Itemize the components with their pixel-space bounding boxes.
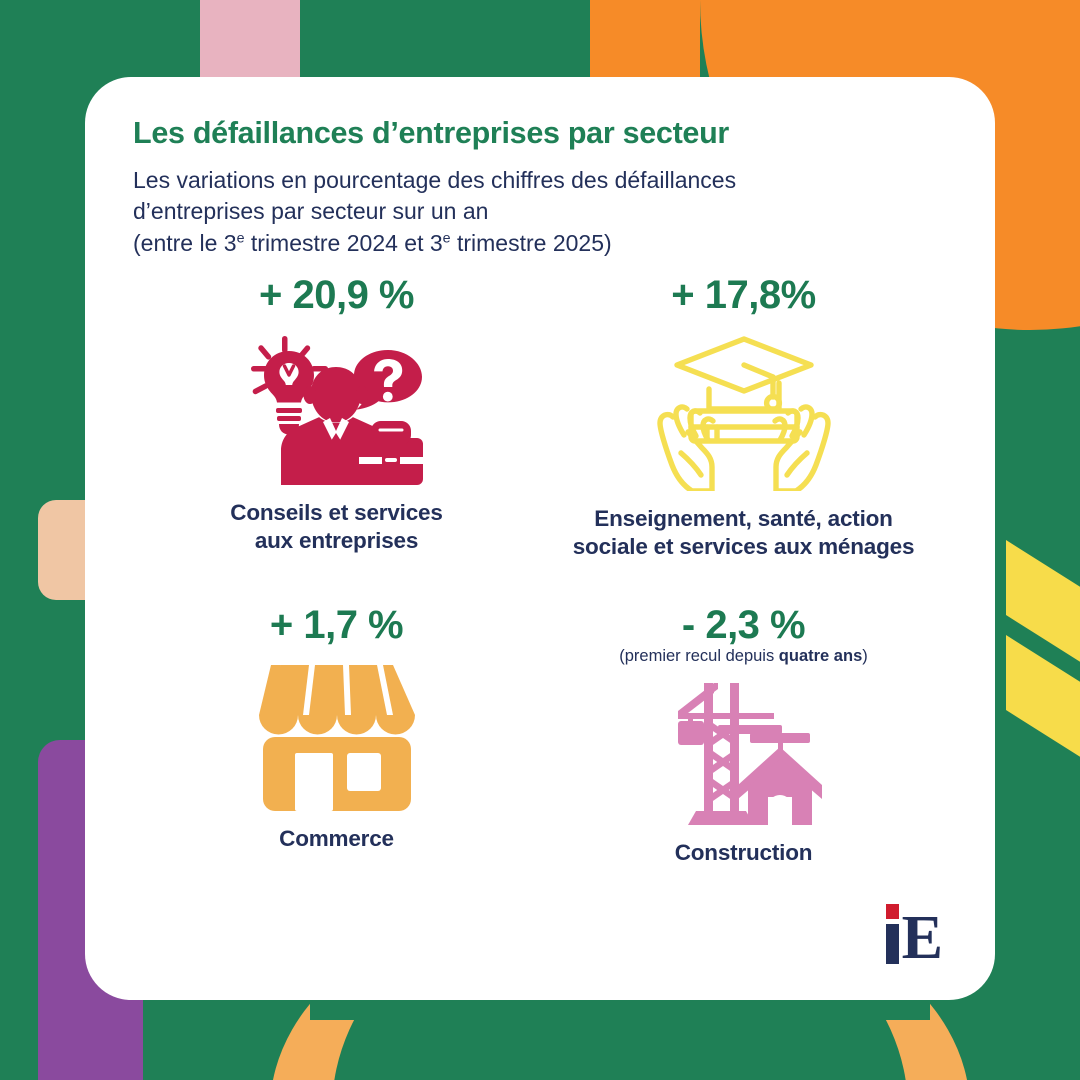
subtitle-superscript-1: e xyxy=(236,230,245,247)
stat-value-construction: - 2,3 % xyxy=(681,603,806,647)
stat-label-conseils: Conseils et services aux entreprises xyxy=(230,499,443,556)
logo-letter-i xyxy=(885,904,899,964)
page-title: Les défaillances d’entreprises par secte… xyxy=(133,116,729,150)
subtitle-line-3-c: trimestre 2025) xyxy=(450,230,612,257)
stat-value-conseils: + 20,9 % xyxy=(258,273,415,317)
main-card: Les défaillances d’entreprises par secte… xyxy=(85,77,995,1000)
stat-label-line-2: sociale et services aux ménages xyxy=(572,534,915,560)
stat-card-enseignement: + 17,8% xyxy=(540,275,947,605)
business-consultant-icon xyxy=(250,333,423,485)
graduation-cap-in-hands-icon xyxy=(651,333,837,491)
stat-note-prefix: (premier recul depuis xyxy=(619,647,779,665)
orange-stripe-shape xyxy=(590,0,700,80)
statistics-grid: + 20,9 % xyxy=(133,275,947,905)
stat-label-line-1: Enseignement, santé, action xyxy=(594,506,893,531)
stat-label-line-2: aux entreprises xyxy=(254,528,419,554)
stat-card-commerce: + 1,7 % xyxy=(133,605,540,905)
subtitle-line-3-a: (entre le 3 xyxy=(133,230,237,257)
stat-value-commerce: + 1,7 % xyxy=(269,603,404,647)
stat-label-enseignement: Enseignement, santé, action sociale et s… xyxy=(573,505,915,562)
logo-letter-e: E xyxy=(901,904,943,973)
stat-note-bold: quatre ans xyxy=(778,647,863,665)
brand-logo: E xyxy=(885,904,943,973)
subtitle-line-3-b: trimestre 2024 et 3 xyxy=(244,230,443,257)
stat-label-line-1: Conseils et services xyxy=(230,500,443,525)
subtitle-line-2: d’entreprises par secteur sur un an xyxy=(133,198,489,225)
logo-dot-icon xyxy=(885,904,899,919)
stat-value-enseignement: + 17,8% xyxy=(671,273,816,317)
subtitle-line-1: Les variations en pourcentage des chiffr… xyxy=(133,166,737,193)
subtitle-superscript-2: e xyxy=(442,230,451,247)
yellow-chevron-shape xyxy=(1006,540,1080,757)
stat-card-construction: - 2,3 % (premier recul depuis quatre ans… xyxy=(540,605,947,905)
crane-and-house-icon xyxy=(666,677,822,826)
logo-stem-icon xyxy=(885,924,899,964)
stat-note-suffix: ) xyxy=(862,647,868,665)
stat-label-construction: Construction xyxy=(674,840,813,866)
stat-label-commerce: Commerce xyxy=(279,826,394,851)
stat-card-conseils: + 20,9 % xyxy=(133,275,540,605)
pink-stripe-shape xyxy=(200,0,300,80)
stat-note-construction: (premier recul depuis quatre ans) xyxy=(619,647,868,665)
storefront-icon xyxy=(258,661,415,811)
page-subtitle: Les variations en pourcentage des chiffr… xyxy=(133,165,893,260)
